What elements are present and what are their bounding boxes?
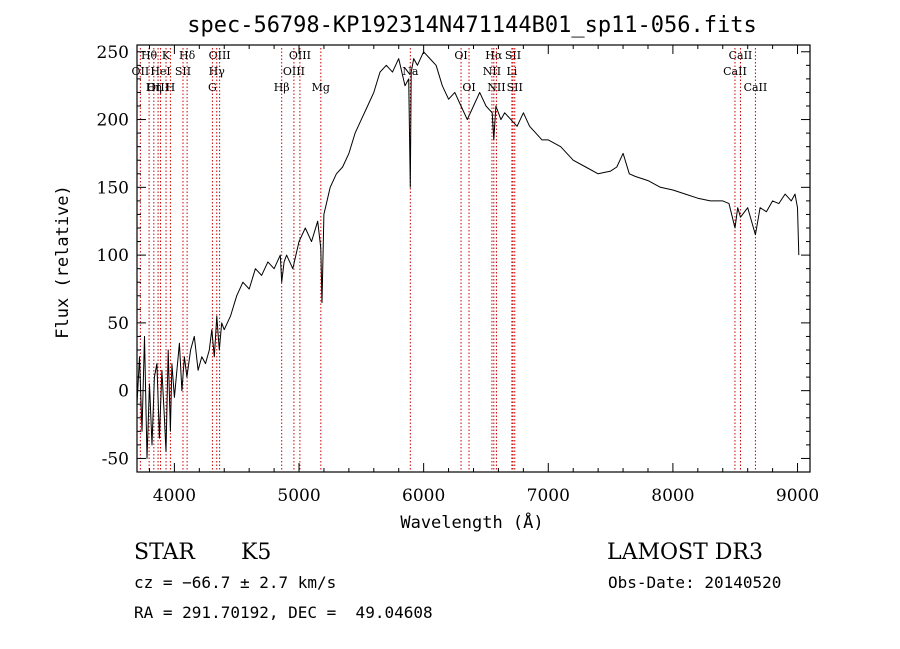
survey-name: LAMOST DR3: [607, 540, 763, 565]
line-marker-label: OIII: [289, 49, 311, 62]
line-marker-label: CaII: [729, 49, 753, 62]
line-marker-label: CaII: [723, 65, 747, 78]
line-marker-label: H: [166, 81, 176, 94]
line-marker-label: HeI: [150, 65, 170, 78]
line-marker-label: CaII: [744, 81, 768, 94]
y-tick-label: 200: [97, 111, 129, 131]
line-marker-label: G: [208, 81, 217, 94]
redshift-text: cz = −66.7 ± 2.7 km/s: [134, 573, 337, 592]
line-marker-label: Hδ: [179, 49, 196, 62]
x-tick-label: 9000: [776, 486, 819, 506]
line-marker-label: Hθ: [141, 49, 158, 62]
y-axis: -50 0 50 100 150 200 250: [97, 43, 810, 469]
line-marker-label: SII: [507, 81, 523, 94]
line-marker-label: OIII: [147, 81, 169, 94]
x-axis-label: Wavelength (Å): [400, 511, 543, 533]
x-tick-label: 7000: [527, 486, 570, 506]
y-tick-label: 100: [97, 246, 129, 266]
line-marker-label: OIII: [283, 65, 305, 78]
chart-title: spec-56798-KP192314N471144B01_sp11-056.f…: [187, 13, 757, 38]
y-tick-label: 50: [107, 314, 129, 334]
y-axis-label: Flux (relative): [53, 185, 73, 339]
line-marker-label: OIII: [209, 49, 231, 62]
line-marker-label: Na: [402, 65, 419, 78]
line-marker-label: OII: [132, 65, 150, 78]
line-marker-label: SII: [505, 49, 521, 62]
line-marker-label: Hη: [146, 81, 162, 94]
x-axis: 4000 5000 6000 7000 8000 9000: [148, 45, 819, 506]
spectrum-line: [136, 51, 800, 459]
coordinates-text: RA = 291.70192, DEC = 49.04608: [134, 603, 433, 622]
line-marker-label: Hβ: [274, 81, 290, 94]
obs-date-text: Obs-Date: 20140520: [608, 573, 782, 592]
line-marker-label: OI: [462, 81, 475, 94]
x-tick-label: 4000: [153, 486, 196, 506]
line-marker-label: Hα: [485, 49, 503, 62]
spectrum-series: [136, 51, 800, 459]
line-marker-label: K: [162, 49, 171, 62]
line-marker-label: SII: [175, 65, 191, 78]
y-tick-label: 250: [97, 43, 129, 63]
line-marker-label: NII: [483, 65, 501, 78]
line-marker-label: Hγ: [209, 65, 226, 78]
line-marker-label: Li: [506, 65, 517, 78]
object-class: STAR: [134, 540, 195, 565]
y-tick-label: 0: [118, 382, 129, 402]
plot-frame: [136, 44, 811, 473]
line-marker-label: NII: [487, 81, 505, 94]
emission-line-markers: Hθ OII OIII K HeI Hη SII H Hδ OIII Hγ G OIII OIII Hβ Mg…: [132, 48, 768, 472]
y-tick-label: -50: [102, 449, 129, 469]
x-tick-label: 8000: [651, 486, 694, 506]
y-tick-label: 150: [97, 178, 129, 198]
line-marker-label: Mg: [312, 81, 330, 94]
object-subclass: K5: [241, 540, 272, 565]
x-tick-label: 5000: [277, 486, 320, 506]
x-tick-label: 6000: [402, 486, 445, 506]
line-marker-label: OI: [454, 49, 467, 62]
